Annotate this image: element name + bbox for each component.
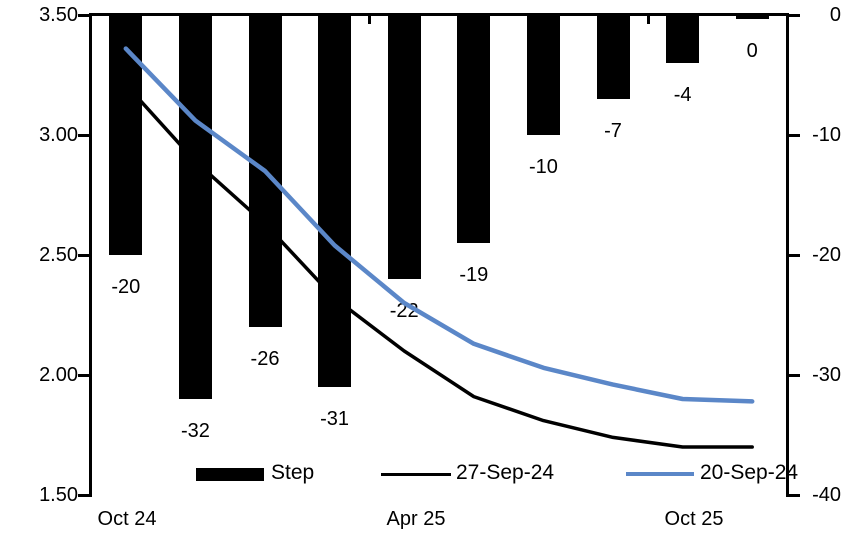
- legend-bar-swatch-icon: [196, 468, 264, 481]
- left-axis-tick-label: 1.50: [39, 484, 78, 506]
- bar-data-label: 0: [746, 40, 758, 62]
- bar: [318, 15, 352, 387]
- left-axis-tick: [78, 493, 90, 497]
- bar: [666, 15, 700, 63]
- category-boundary-tick: [368, 16, 371, 24]
- bar-data-label: -4: [673, 84, 692, 106]
- bar-data-label: -20: [111, 276, 141, 298]
- bar: [109, 15, 143, 255]
- right-axis-tick: [788, 373, 800, 377]
- left-axis-tick: [78, 133, 90, 137]
- right-axis-tick-label: -10: [812, 124, 841, 146]
- bar-data-label: -26: [250, 348, 280, 370]
- left-axis-tick-label: 2.50: [39, 244, 78, 266]
- bar: [596, 15, 630, 99]
- left-axis-tick: [78, 253, 90, 257]
- top-axis-line: [89, 13, 788, 16]
- bar-data-label: -7: [604, 120, 622, 142]
- bar: [457, 15, 491, 243]
- right-axis-tick: [788, 493, 800, 497]
- bar-data-label: -22: [389, 300, 419, 322]
- bar-data-label: -32: [180, 420, 210, 442]
- line-27-sep-24: [124, 82, 754, 449]
- left-axis-tick-label: 2.00: [39, 364, 78, 386]
- right-axis-tick-label: -20: [812, 244, 841, 266]
- bar: [248, 15, 282, 327]
- legend-label-27-sep-24: 27-Sep-24: [456, 461, 555, 484]
- bar: [526, 15, 560, 135]
- legend-blue-line-swatch-icon: [626, 472, 694, 476]
- legend-black-line-swatch-icon: [381, 473, 451, 476]
- bar: [735, 15, 769, 19]
- left-axis-tick: [78, 13, 90, 17]
- right-axis-tick-label: 0: [829, 4, 841, 26]
- left-axis-tick-label: 3.00: [39, 124, 78, 146]
- x-axis-tick-label: Apr 25: [386, 508, 446, 530]
- right-axis-line: [786, 13, 789, 497]
- left-axis-tick: [78, 373, 90, 377]
- category-boundary-tick: [647, 16, 650, 24]
- right-axis-tick: [788, 13, 800, 17]
- bar-data-label: -19: [459, 264, 489, 286]
- right-axis-tick-label: -30: [812, 364, 841, 386]
- legend-label-20-sep-24: 20-Sep-24: [700, 461, 799, 484]
- left-axis-line: [89, 13, 92, 497]
- x-axis-tick-label: Oct 24: [97, 508, 157, 530]
- right-axis-tick-label: -40: [812, 484, 841, 506]
- left-axis-tick-label: 3.50: [39, 4, 78, 26]
- legend-label-step: Step: [271, 461, 315, 484]
- bar: [178, 15, 212, 399]
- right-axis-tick: [788, 253, 800, 257]
- bar-data-label: -10: [528, 156, 558, 178]
- x-axis-tick-label: Oct 25: [664, 508, 724, 530]
- bar-data-label: -31: [320, 408, 350, 430]
- bar: [387, 15, 421, 279]
- right-axis-tick: [788, 133, 800, 137]
